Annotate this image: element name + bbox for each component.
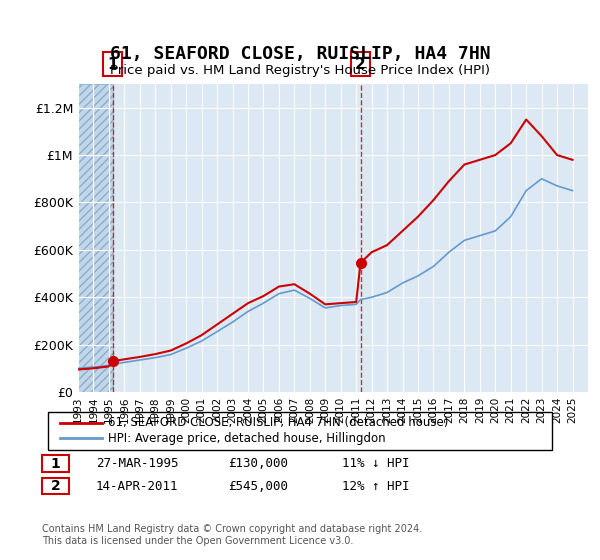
Text: 2: 2 bbox=[355, 57, 366, 72]
Text: 1: 1 bbox=[51, 457, 61, 470]
Text: 14-APR-2011: 14-APR-2011 bbox=[96, 479, 179, 493]
Text: 2: 2 bbox=[51, 479, 61, 493]
Text: Contains HM Land Registry data © Crown copyright and database right 2024.
This d: Contains HM Land Registry data © Crown c… bbox=[42, 524, 422, 546]
Text: 12% ↑ HPI: 12% ↑ HPI bbox=[342, 479, 409, 493]
Text: Price paid vs. HM Land Registry's House Price Index (HPI): Price paid vs. HM Land Registry's House … bbox=[110, 64, 490, 77]
Text: 61, SEAFORD CLOSE, RUISLIP, HA4 7HN (detached house): 61, SEAFORD CLOSE, RUISLIP, HA4 7HN (det… bbox=[108, 416, 448, 430]
Text: 61, SEAFORD CLOSE, RUISLIP, HA4 7HN: 61, SEAFORD CLOSE, RUISLIP, HA4 7HN bbox=[110, 45, 490, 63]
Bar bbox=[78, 84, 113, 392]
Text: £545,000: £545,000 bbox=[228, 479, 288, 493]
Text: £130,000: £130,000 bbox=[228, 457, 288, 470]
Bar bbox=[78, 84, 113, 392]
Text: 11% ↓ HPI: 11% ↓ HPI bbox=[342, 457, 409, 470]
Text: HPI: Average price, detached house, Hillingdon: HPI: Average price, detached house, Hill… bbox=[108, 432, 386, 445]
Text: 1: 1 bbox=[107, 57, 118, 72]
Text: 27-MAR-1995: 27-MAR-1995 bbox=[96, 457, 179, 470]
